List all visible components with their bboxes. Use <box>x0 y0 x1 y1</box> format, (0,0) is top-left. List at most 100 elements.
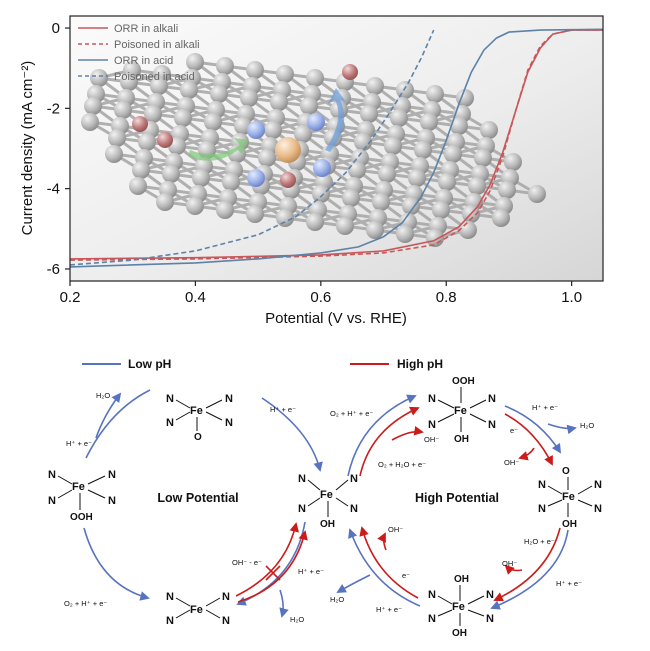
nitrogen-atom <box>307 113 325 131</box>
x-tick-label: 0.6 <box>310 289 331 306</box>
label-h-e: H⁺ + e⁻ <box>556 579 582 588</box>
atom-n: N <box>225 417 233 429</box>
carbon-atom <box>420 113 438 131</box>
atom-fe: Fe <box>72 481 85 493</box>
oxygen-atom <box>280 172 296 188</box>
fe-o-oh-complex: O N N N N Fe OH <box>538 466 602 530</box>
mechanism-diagram: Low pH High pH Low Potential High Potent… <box>48 357 602 639</box>
carbon-atom <box>504 153 522 171</box>
fe-oh-complex-center: N N N N Fe OH <box>298 473 358 530</box>
atom-n: N <box>350 503 358 515</box>
ligand-o: O <box>194 432 202 443</box>
legend-entry: ORR in acid <box>114 55 173 67</box>
carbon-atom <box>396 81 414 99</box>
atom-n: N <box>48 469 56 481</box>
carbon-atom <box>528 185 546 203</box>
lsv-chart: 0.2 0.4 0.6 0.8 1.0 0 -2 -4 -6 Potential (V vs.… <box>19 15 604 327</box>
carbon-atom <box>414 141 432 159</box>
legend-entry: Poisoned in alkali <box>114 39 200 51</box>
carbon-atom <box>276 65 294 83</box>
label-h-e: H⁺ + e⁻ <box>298 567 324 576</box>
label-oh: OH⁻ <box>502 559 517 568</box>
atom-fe: Fe <box>190 604 203 616</box>
label-oh-e: OH⁻ - e⁻ <box>232 558 262 567</box>
ligand-ooh: OOH <box>70 512 93 523</box>
carbon-atom <box>438 173 456 191</box>
green-arrow-icon <box>188 138 248 161</box>
nitrogen-atom <box>313 159 331 177</box>
carbon-atom <box>120 73 138 91</box>
low-potential-label: Low Potential <box>157 491 238 505</box>
x-axis-label: Potential (V vs. RHE) <box>265 310 407 327</box>
x-tick-label: 0.8 <box>436 289 457 306</box>
carbon-atom <box>144 105 162 123</box>
atom-n: N <box>486 589 494 601</box>
carbon-atom <box>84 97 102 115</box>
label-h-e: H⁺ + e⁻ <box>532 403 558 412</box>
atom-n: N <box>166 393 174 405</box>
atom-n: N <box>108 495 116 507</box>
ligand-o: O <box>562 466 570 477</box>
carbon-atom <box>336 217 354 235</box>
carbon-atom <box>426 85 444 103</box>
label-o2-h-e: O₂ + H⁺ + e⁻ <box>64 599 107 608</box>
fe-ooh-complex-left: N N N N Fe OOH <box>48 469 116 523</box>
carbon-atom <box>270 93 288 111</box>
carbon-atom <box>162 165 180 183</box>
carbon-atom <box>402 197 420 215</box>
carbon-atom <box>90 69 108 87</box>
carbon-atom <box>81 113 99 131</box>
carbon-atom <box>366 77 384 95</box>
label-h-e: H⁺ + e⁻ <box>270 405 296 414</box>
atom-n: N <box>225 393 233 405</box>
ligand-oh: OH <box>454 434 469 445</box>
carbon-atom <box>306 213 324 231</box>
carbon-atom <box>360 105 378 123</box>
atom-fe: Fe <box>562 491 575 503</box>
carbon-atom <box>378 165 396 183</box>
atom-fe: Fe <box>190 405 203 417</box>
series-line-2 <box>69 28 604 268</box>
atom-n: N <box>108 469 116 481</box>
carbon-atom <box>246 61 264 79</box>
high-ph-label: High pH <box>397 357 443 371</box>
carbon-atom <box>342 189 360 207</box>
label-oh: OH⁻ <box>424 435 439 444</box>
nitrogen-atom <box>247 121 265 139</box>
carbon-atom <box>300 97 318 115</box>
label-oh: OH⁻ <box>388 525 403 534</box>
x-tick-label: 0.4 <box>185 289 206 306</box>
atom-n: N <box>48 495 56 507</box>
carbon-atom <box>498 181 516 199</box>
atom-n: N <box>488 393 496 405</box>
carbon-atom <box>246 205 264 223</box>
label-h2o-e: H₂O + e⁻ <box>524 537 555 546</box>
carbon-atom <box>216 201 234 219</box>
atom-n: N <box>538 503 546 515</box>
legend: ORR in alkali Poisoned in alkali ORR in ac… <box>78 23 200 83</box>
atom-n: N <box>538 479 546 491</box>
carbon-atom <box>150 77 168 95</box>
label-h-e: H⁺ + e⁻ <box>66 439 92 448</box>
series-line-3 <box>69 29 435 266</box>
x-tick-label: 1.0 <box>561 289 582 306</box>
carbon-atom <box>258 149 276 167</box>
label-e: e⁻ <box>510 426 518 435</box>
carbon-atom <box>384 137 402 155</box>
label-h-e: H⁺ + e⁻ <box>376 605 402 614</box>
carbon-atom <box>156 193 174 211</box>
atom-n: N <box>298 473 306 485</box>
carbon-atom <box>492 209 510 227</box>
atom-n: N <box>222 615 230 627</box>
label-o2-h-e: O₂ + H⁺ + e⁻ <box>330 409 373 418</box>
label-h2o: H₂O <box>330 595 344 604</box>
carbon-atom <box>180 81 198 99</box>
atom-n: N <box>428 393 436 405</box>
carbon-atom <box>426 229 444 247</box>
legend-entry: ORR in alkali <box>114 23 178 35</box>
carbon-atom <box>390 109 408 127</box>
atom-fe: Fe <box>452 601 465 613</box>
label-o2-h2o-e: O₂ + H₂O + e⁻ <box>378 460 426 469</box>
carbon-atom <box>240 89 258 107</box>
